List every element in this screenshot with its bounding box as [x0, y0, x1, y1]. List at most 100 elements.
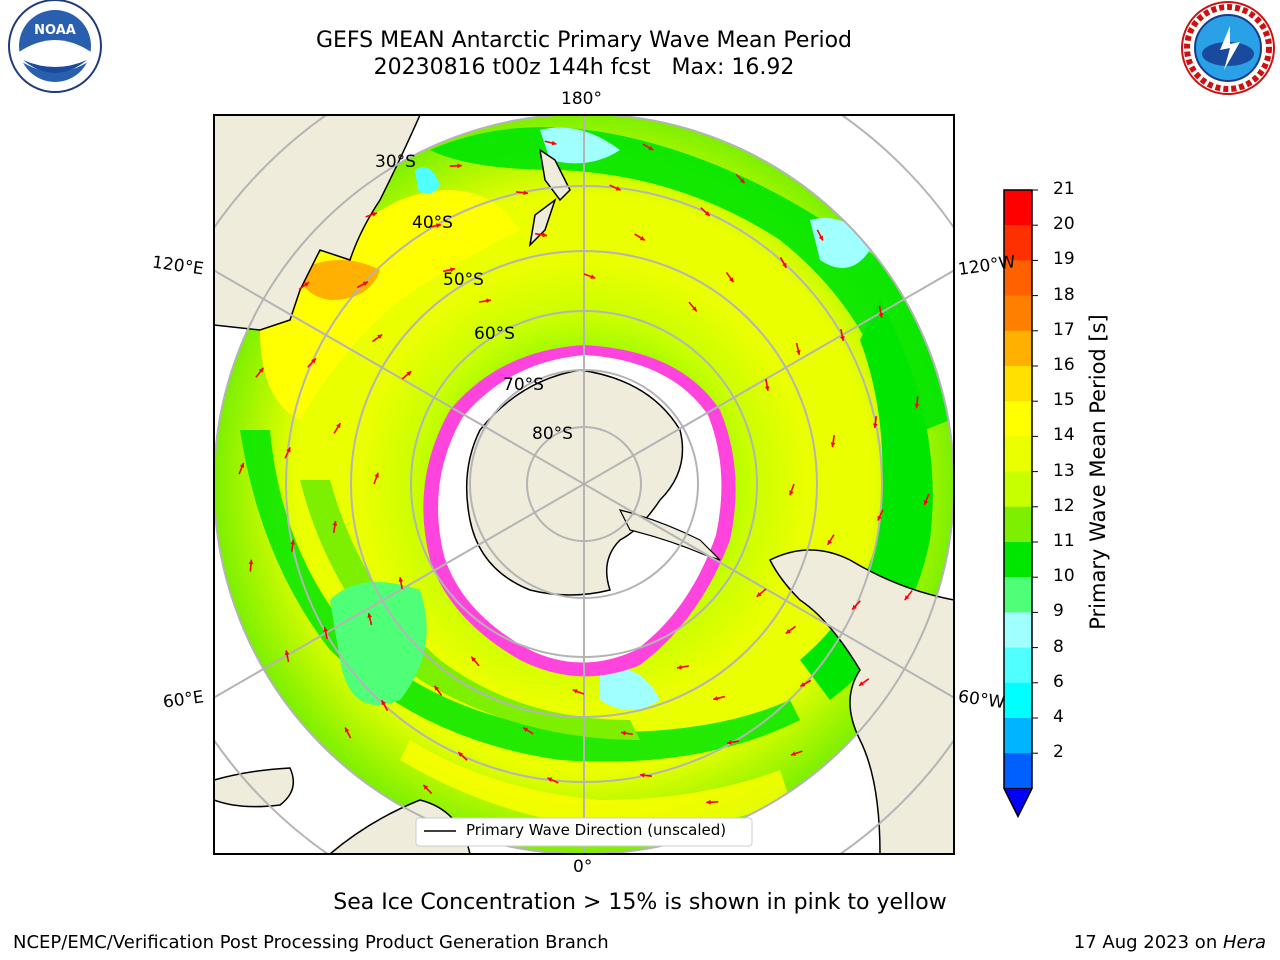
colorbar-tick-label: 18 — [1053, 284, 1075, 305]
colorbar-tick-label: 9 — [1053, 601, 1064, 622]
wave-arrow-head — [434, 685, 440, 691]
colorbar-segment — [1004, 506, 1032, 543]
colorbar-segment — [1004, 753, 1032, 789]
chart-title-line2: 20230816 t00z 144h fcst Max: 16.92 — [373, 55, 795, 80]
wave-arrow-head — [248, 559, 254, 565]
lat-label-70s: 70°S — [503, 375, 544, 395]
svg-text:NOAA: NOAA — [34, 23, 76, 38]
map-frame — [213, 114, 955, 855]
colorbar-tick-label: 12 — [1053, 495, 1075, 516]
wave-arrow-head — [523, 190, 529, 196]
colorbar-tick-label: 20 — [1053, 214, 1075, 235]
wave-arrow-head — [756, 592, 762, 597]
colorbar-title: Primary Wave Mean Period [s] — [1086, 314, 1110, 630]
wave-arrow-head — [728, 277, 734, 283]
sea-ice-note: Sea Ice Concentration > 15% is shown in … — [333, 890, 947, 915]
colorbar-segment — [1004, 542, 1032, 578]
wave-arrow-head — [800, 682, 806, 687]
colorbar-segment — [1004, 366, 1032, 402]
wave-arrow-head — [542, 232, 548, 238]
wave-arrow-head — [258, 367, 264, 373]
lat-label-60s: 60°S — [474, 324, 515, 344]
colorbar-tick-label: 2 — [1053, 742, 1064, 763]
wave-arrow-head — [639, 236, 645, 241]
wave-arrow-head — [727, 740, 732, 745]
wave-direction-arrows — [238, 140, 930, 828]
wave-arrow-head — [639, 772, 645, 778]
wave-arrow-head — [398, 577, 404, 582]
wave-arrow-head — [458, 752, 464, 757]
colorbar — [1003, 189, 1038, 819]
wave-arrow-head — [486, 298, 491, 304]
graticule — [214, 115, 954, 854]
wave-arrow-head — [286, 447, 291, 453]
wave-arrow-head — [790, 751, 796, 756]
wave-arrow-head — [381, 700, 386, 706]
wave-arrow-head — [615, 186, 621, 191]
colorbar-segment — [1004, 718, 1032, 754]
wave-arrow-head — [551, 140, 557, 146]
wave-arrow-head — [590, 274, 596, 279]
wave-arrow-head — [406, 371, 412, 376]
colorbar-segment — [1004, 260, 1032, 297]
wave-arrow-head — [785, 628, 791, 634]
wave-arrow-head — [304, 282, 310, 287]
colorbar-frame — [1003, 189, 1033, 819]
wave-arrow-head — [547, 777, 553, 782]
wave-arrow-head — [648, 145, 654, 151]
colorbar-segment — [1004, 436, 1032, 473]
wave-arrow-head — [830, 442, 836, 448]
wave-arrow-head — [872, 423, 878, 429]
wave-arrow-head — [713, 695, 719, 701]
colorbar-tick-label: 10 — [1053, 566, 1075, 587]
wave-arrow-head — [858, 681, 864, 686]
nws-logo — [1181, 1, 1275, 95]
wave-arrow-head — [449, 267, 455, 273]
colorbar-tick-label: 19 — [1053, 249, 1075, 270]
wave-arrow-head — [818, 235, 823, 241]
wave-arrow-head — [471, 656, 476, 662]
wave-arrow-head — [904, 595, 910, 601]
colorbar-extend-arrow — [1003, 787, 1033, 818]
wave-arrow-head — [423, 784, 429, 790]
lat-label-40s: 40°S — [412, 213, 453, 233]
wave-arrow-head — [377, 334, 383, 340]
colorbar-segment — [1004, 577, 1032, 613]
footer-date-text: 17 Aug 2023 on — [1073, 932, 1223, 953]
wave-arrow-head — [374, 472, 379, 478]
wave-arrow-head — [290, 539, 296, 545]
wave-arrow-head — [523, 727, 529, 732]
wave-arrow-head — [336, 423, 341, 429]
colorbar-segment — [1004, 330, 1032, 367]
lat-label-80s: 80°S — [532, 424, 573, 444]
wave-arrow-head — [692, 306, 697, 312]
colorbar-tick-label: 4 — [1053, 707, 1064, 727]
wave-arrow-head — [782, 262, 787, 268]
noaa-logo: NOAA — [8, 0, 102, 93]
wave-arrow-head — [789, 490, 794, 496]
wave-arrow-head — [827, 539, 832, 545]
wave-arrow-head — [239, 462, 245, 468]
colorbar-tick-label: 8 — [1053, 636, 1064, 657]
colorbar-segment — [1004, 401, 1032, 437]
lat-label-50s: 50°S — [443, 270, 484, 290]
wave-arrow-head — [739, 178, 745, 184]
map-legend — [415, 817, 753, 847]
wave-arrow-head — [914, 403, 920, 409]
antarctica — [423, 345, 736, 677]
colorbar-tick-label: 14 — [1053, 425, 1075, 446]
land-masses — [214, 115, 954, 854]
wave-arrow-head — [620, 730, 626, 736]
wave-arrow-head — [852, 604, 857, 610]
footer-host: Hera — [1222, 932, 1266, 953]
wave-arrow-head — [572, 689, 578, 694]
footer-date: 17 Aug 2023 on Hera — [1074, 932, 1266, 953]
wave-arrow-head — [323, 627, 328, 632]
wave-arrow-head — [677, 664, 682, 670]
chart-title-line1: GEFS MEAN Antarctic Primary Wave Mean Pe… — [315, 28, 853, 53]
colorbar-tick-label: 13 — [1053, 460, 1075, 481]
colorbar-segment — [1004, 471, 1032, 508]
colorbar-segment — [1004, 612, 1032, 649]
wave-arrow-head — [923, 500, 929, 506]
